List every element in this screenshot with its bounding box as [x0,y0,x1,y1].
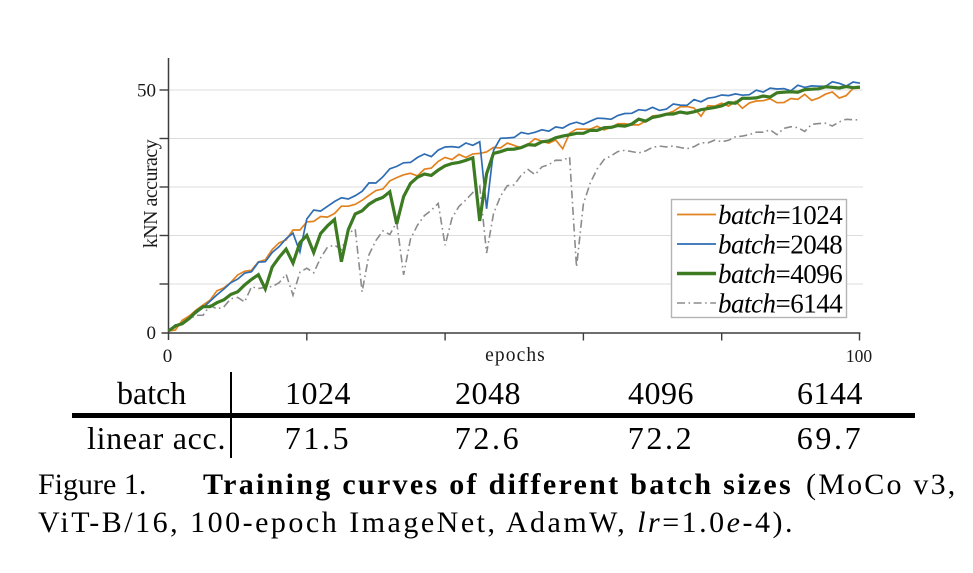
svg-text:batch=2048: batch=2048 [718,230,842,260]
svg-text:batch=4096: batch=4096 [718,259,842,289]
svg-text:0: 0 [147,323,157,344]
svg-text:kNN accuracy: kNN accuracy [140,139,162,248]
svg-text:50: 50 [137,81,156,102]
svg-text:batch=1024: batch=1024 [718,200,843,230]
svg-text:epochs: epochs [485,345,546,366]
svg-text:0: 0 [163,346,173,367]
svg-text:batch=6144: batch=6144 [718,289,843,319]
svg-text:100: 100 [846,346,873,366]
